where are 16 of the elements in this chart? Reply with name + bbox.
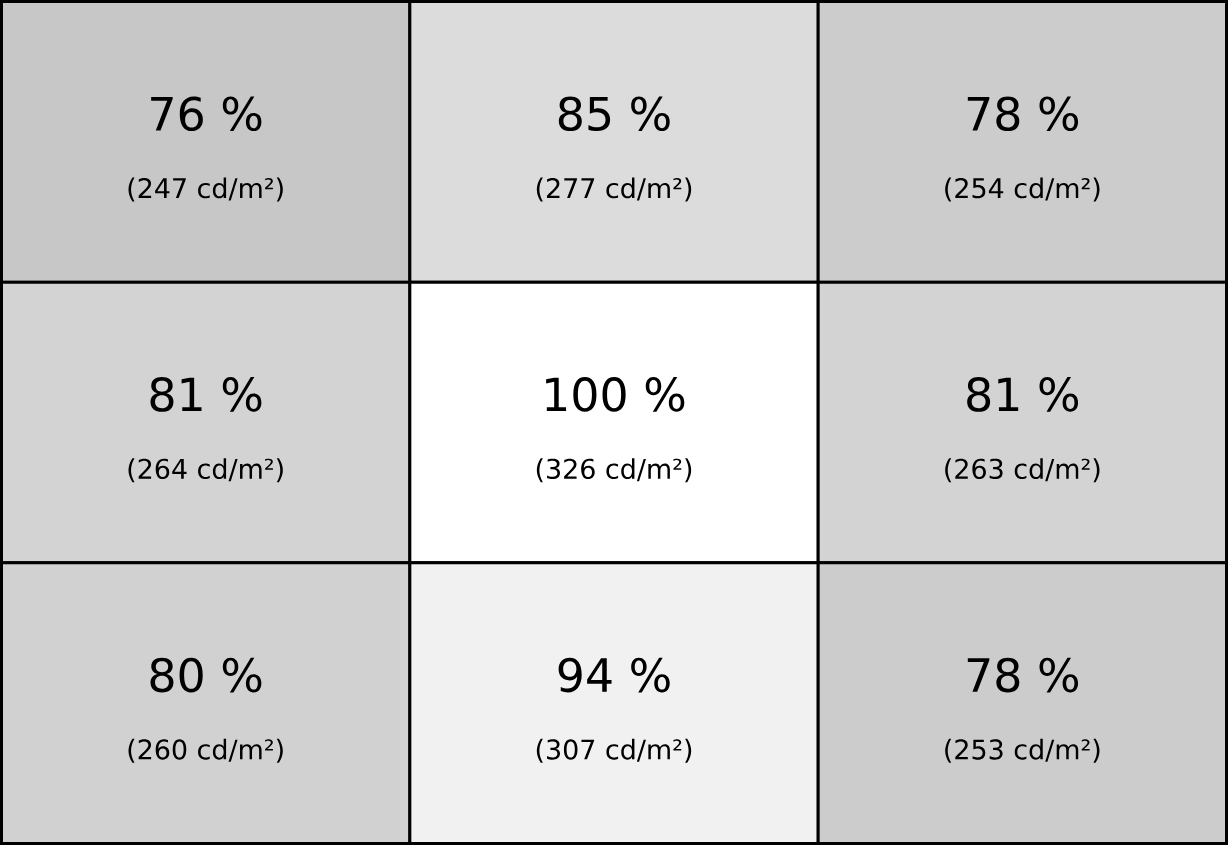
annotation: (263 cd/m²)	[945, 458, 1100, 483]
data-label: 76 %	[151, 96, 262, 132]
annotation: (260 cd/m²)	[128, 738, 283, 763]
annotation: (254 cd/m²)	[945, 177, 1100, 202]
data-label: 81 %	[150, 377, 262, 412]
data-label: 78 %	[967, 96, 1079, 132]
annotation: (247 cd/m²)	[128, 177, 283, 202]
annotation: (307 cd/m²)	[536, 738, 692, 763]
data-label: 78 %	[967, 657, 1079, 693]
data-label: 94 %	[558, 657, 670, 693]
data-label: 80 %	[150, 657, 262, 693]
data-label: 100 %	[546, 377, 685, 412]
annotation: (264 cd/m²)	[128, 458, 283, 483]
data-label: 81 %	[967, 377, 1079, 412]
annotation: (253 cd/m²)	[945, 738, 1100, 763]
annotation: (326 cd/m²)	[536, 458, 692, 483]
